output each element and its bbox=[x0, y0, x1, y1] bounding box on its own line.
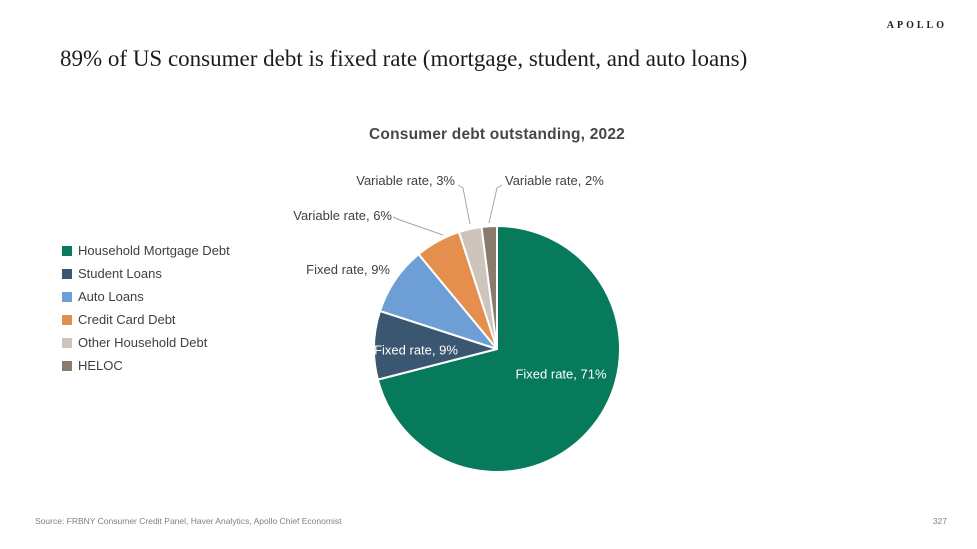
pie-label-mortgage-fixed-71: Fixed rate, 71% bbox=[515, 366, 607, 382]
pie-label-auto-fixed-9: Fixed rate, 9% bbox=[306, 262, 390, 277]
legend-label: Other Household Debt bbox=[78, 335, 208, 350]
legend-item: HELOC bbox=[62, 354, 230, 377]
legend-item: Other Household Debt bbox=[62, 331, 230, 354]
legend-label: HELOC bbox=[78, 358, 123, 373]
pie-slice bbox=[480, 225, 498, 350]
legend-swatch bbox=[62, 291, 72, 302]
legend-label: Household Mortgage Debt bbox=[78, 243, 230, 258]
leader-line-variable-6 bbox=[392, 216, 444, 236]
legend-swatch bbox=[62, 268, 72, 279]
legend-swatch bbox=[62, 360, 72, 371]
legend-label: Auto Loans bbox=[78, 289, 144, 304]
pie-label-creditcard-variable-6: Variable rate, 6% bbox=[293, 208, 392, 223]
pie-label-heloc-variable-2: Variable rate, 2% bbox=[505, 173, 604, 188]
legend-swatch bbox=[62, 314, 72, 325]
apollo-logo: APOLLO bbox=[886, 20, 947, 31]
legend-item: Auto Loans bbox=[62, 285, 230, 308]
legend-item: Student Loans bbox=[62, 262, 230, 285]
legend-label: Credit Card Debt bbox=[78, 312, 176, 327]
source-note: Source: FRBNY Consumer Credit Panel, Hav… bbox=[35, 516, 342, 526]
pie-slices-group bbox=[373, 225, 621, 473]
pie-label-student-fixed-9: Fixed rate, 9% bbox=[374, 342, 458, 358]
leader-lines-group bbox=[392, 184, 503, 236]
slide-title: 89% of US consumer debt is fixed rate (m… bbox=[60, 46, 748, 71]
chart-legend: Household Mortgage Debt Student Loans Auto… bbox=[62, 239, 230, 377]
page-number: 327 bbox=[932, 516, 947, 526]
legend-swatch bbox=[62, 245, 72, 256]
legend-swatch bbox=[62, 337, 72, 348]
legend-item: Household Mortgage Debt bbox=[62, 239, 230, 262]
pie-label-other-variable-3: Variable rate, 3% bbox=[356, 173, 455, 188]
pie-slice bbox=[376, 225, 621, 473]
legend-item: Credit Card Debt bbox=[62, 308, 230, 331]
leader-line-variable-3 bbox=[457, 184, 471, 225]
chart-title: Consumer debt outstanding, 2022 bbox=[369, 126, 625, 143]
leader-line-variable-2 bbox=[488, 184, 503, 224]
legend-label: Student Loans bbox=[78, 266, 162, 281]
